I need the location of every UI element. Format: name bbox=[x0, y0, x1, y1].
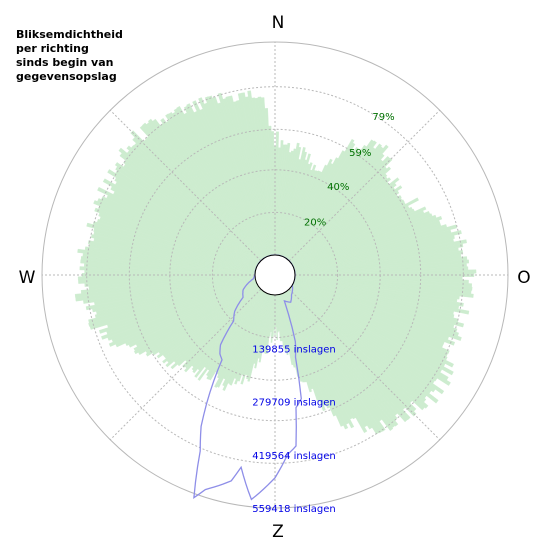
percent-ring-label: 59% bbox=[349, 148, 371, 159]
density-bars bbox=[74, 90, 477, 435]
chart-title: Bliksemdichtheid per richting sinds begi… bbox=[16, 28, 123, 83]
compass-west: W bbox=[19, 268, 36, 288]
percent-ring-label: 20% bbox=[304, 218, 326, 229]
spoke bbox=[288, 288, 441, 441]
count-ring-labels: 139855 inslagen 279709 inslagen 419564 ins… bbox=[252, 344, 335, 515]
radial-spokes bbox=[42, 42, 508, 508]
compass-east: O bbox=[517, 268, 530, 288]
count-ring-label: 419564 inslagen bbox=[252, 451, 335, 462]
count-ring-label: 139855 inslagen bbox=[252, 344, 335, 355]
spoke bbox=[109, 288, 262, 441]
count-ring-label: 559418 inslagen bbox=[252, 504, 335, 515]
center-hub bbox=[254, 254, 296, 296]
percent-ring-label: 79% bbox=[372, 112, 394, 123]
percent-ring-label: 40% bbox=[327, 182, 349, 193]
title-line-2: per richting bbox=[16, 42, 89, 55]
spoke bbox=[109, 109, 262, 262]
title-line-3: sinds begin van bbox=[16, 56, 113, 69]
percent-ring bbox=[211, 211, 339, 339]
title-line-4: gegevensopslag bbox=[16, 70, 117, 83]
compass-south: Z bbox=[272, 522, 284, 542]
title-line-1: Bliksemdichtheid bbox=[16, 28, 123, 41]
percent-ring-labels: 20% 40% 59% 79% bbox=[304, 112, 395, 228]
compass-north: N bbox=[272, 13, 285, 33]
spoke bbox=[288, 109, 441, 262]
count-ring-label: 279709 inslagen bbox=[252, 398, 335, 409]
